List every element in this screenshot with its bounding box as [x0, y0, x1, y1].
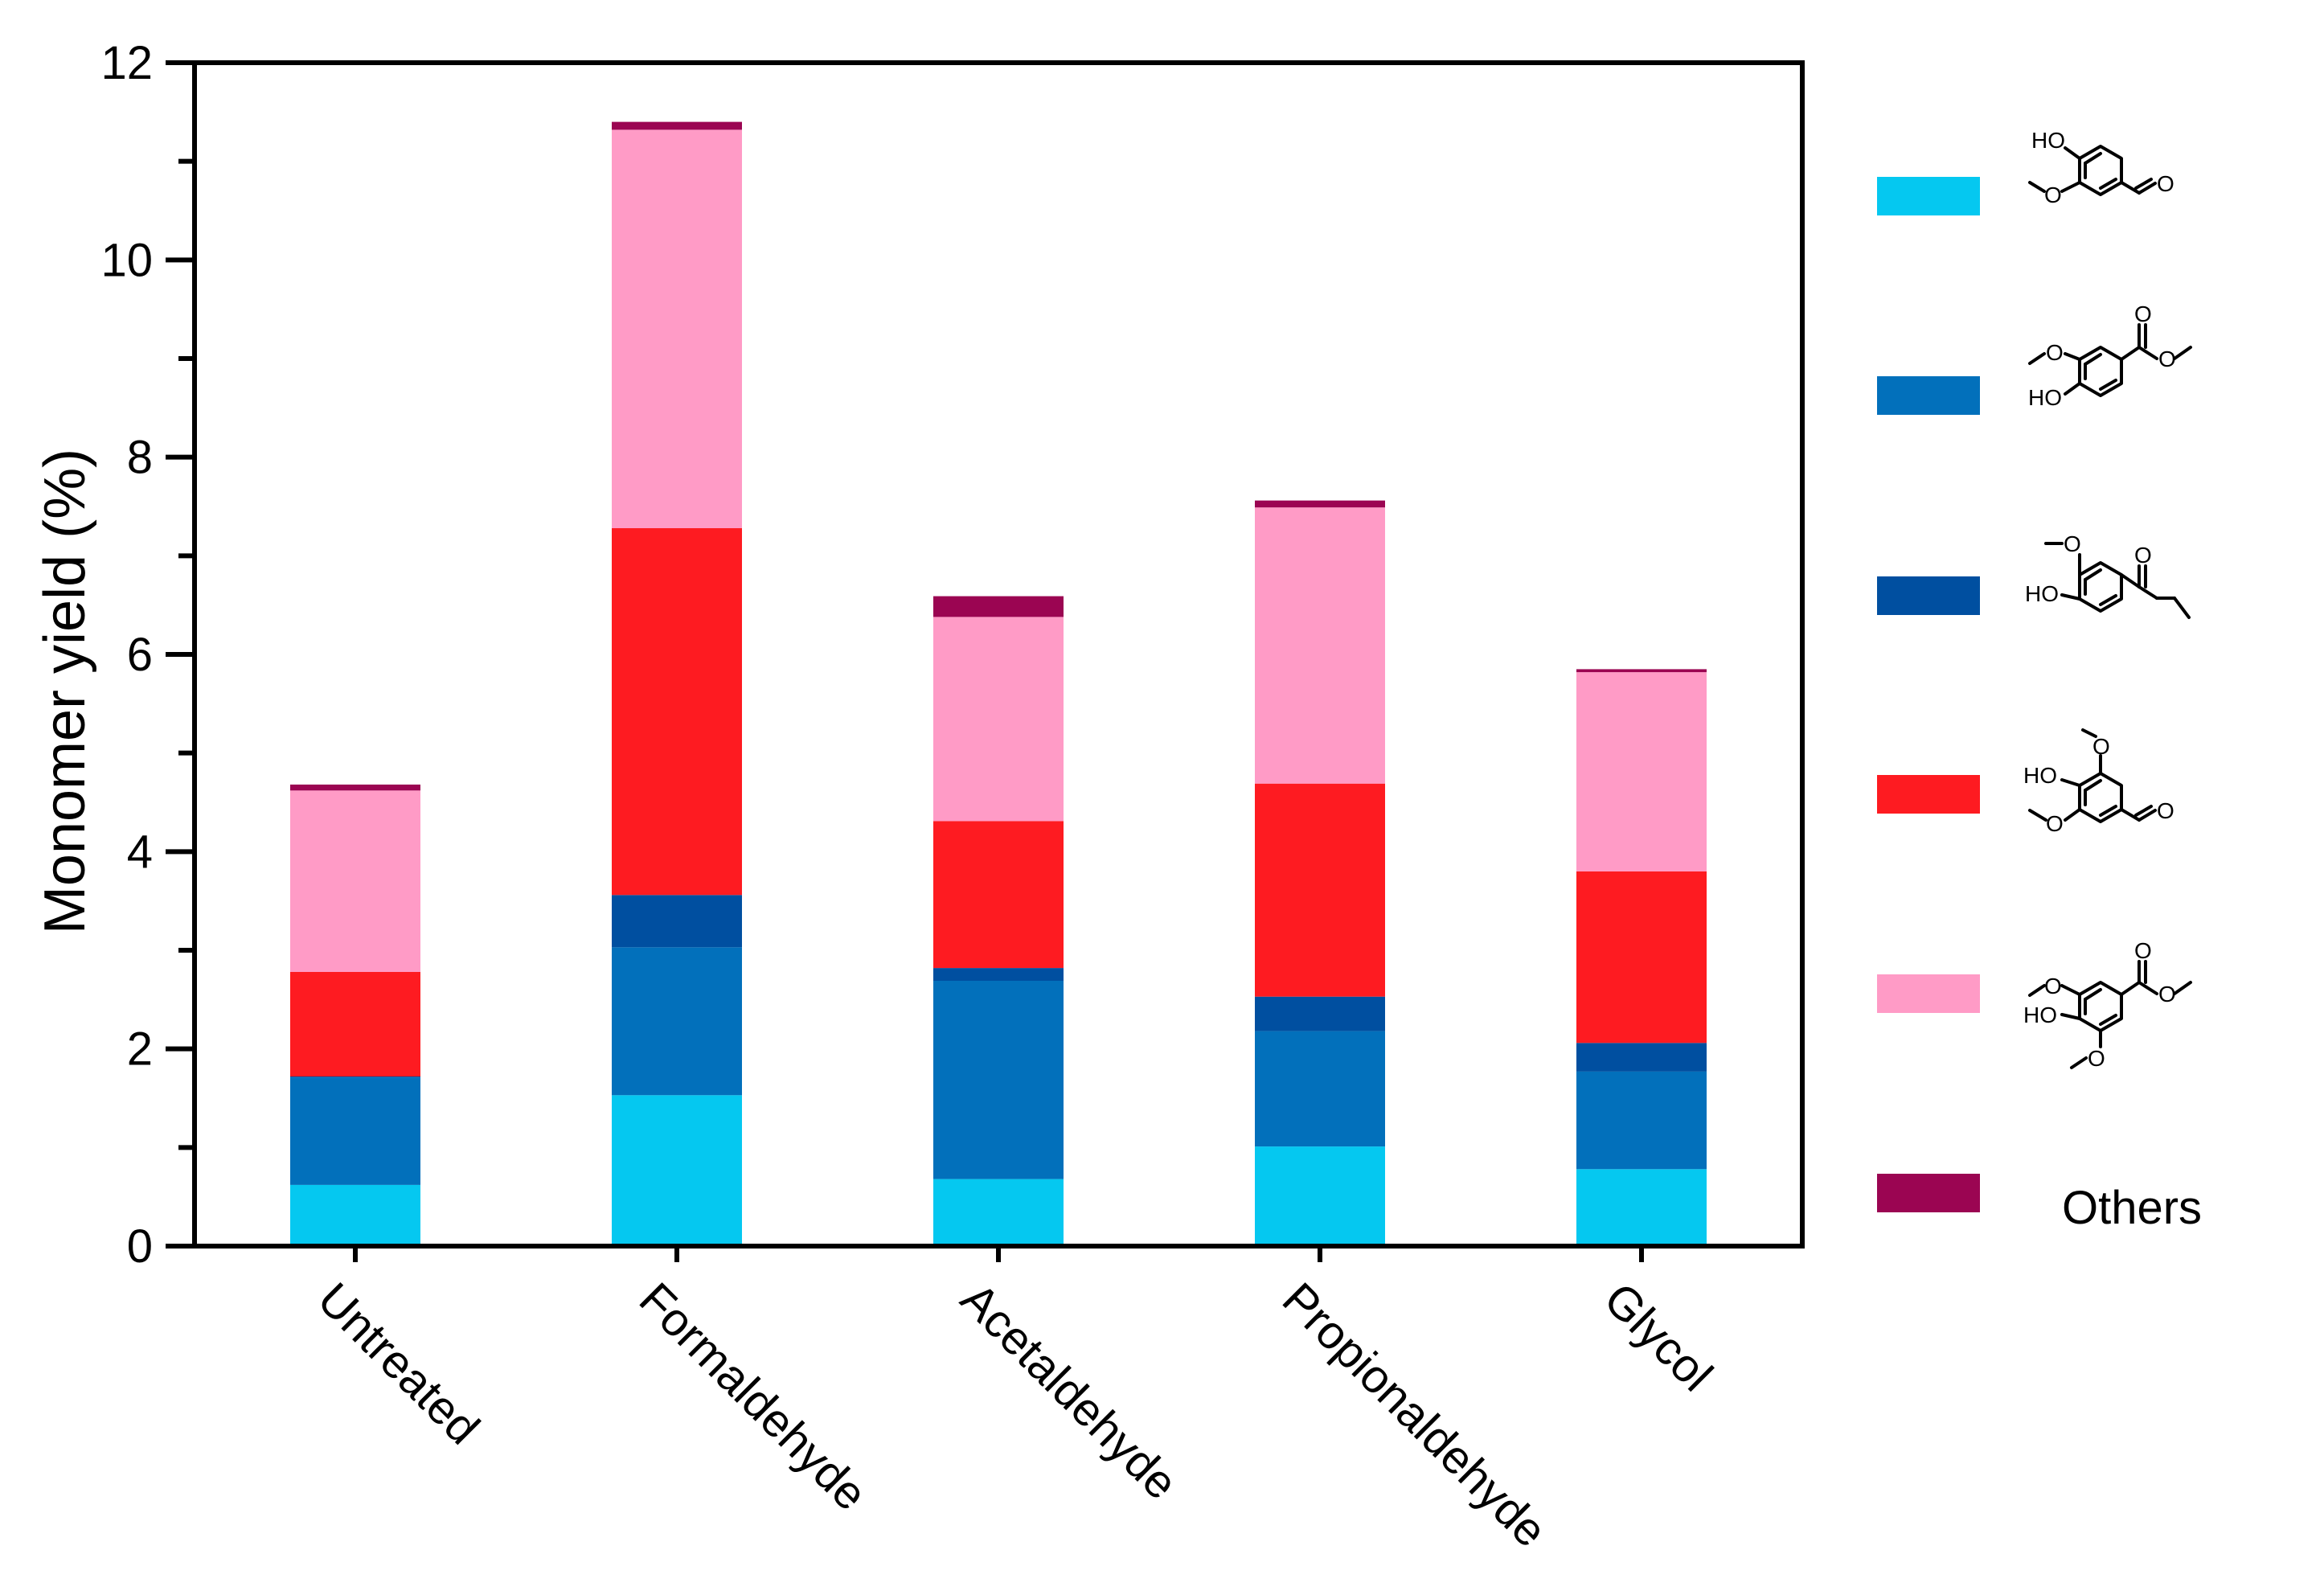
syringaldehyde-atom-label: O: [2092, 734, 2110, 759]
vanillin-atom-label: O: [2157, 171, 2174, 196]
bar-segment: [612, 1095, 742, 1246]
methyl-syringate-atom-label: O: [2088, 1046, 2105, 1071]
y-tick-label: 0: [127, 1220, 153, 1273]
syringaldehyde-structure-icon: O HO O O: [2023, 728, 2174, 836]
bar-segment: [933, 596, 1064, 617]
bar-segment: [612, 528, 742, 896]
bars-layer: [290, 121, 1707, 1246]
y-tick-label: 6: [127, 629, 153, 681]
bar-segment: [290, 1077, 420, 1185]
bar-segment: [1255, 783, 1385, 997]
bar-segment: [290, 784, 420, 791]
butyrovanillone-atom-label: O: [2134, 543, 2152, 568]
legend-swatch-butyrovanillone: [1877, 576, 1980, 615]
butyrovanillone-atom-label: HO: [2025, 581, 2059, 606]
vanillin-atom-label: HO: [2031, 128, 2065, 153]
butyrovanillone-structure-icon: O HO O: [2025, 531, 2191, 619]
methyl-syringate-atom-label: O: [2134, 938, 2152, 963]
legend-swatch-methyl-syringate: [1877, 974, 1980, 1013]
bar-segment: [612, 895, 742, 948]
bar-segment: [1576, 669, 1707, 673]
bar-segment: [1255, 1146, 1385, 1246]
bar-segment: [290, 972, 420, 1076]
bar-segment: [933, 968, 1064, 981]
bar-segment: [1576, 1169, 1707, 1246]
bar-segment: [1576, 1071, 1707, 1170]
bar-segment: [1576, 1043, 1707, 1072]
legend-swatch-vanillin: [1877, 177, 1980, 215]
legend: HO O O O HO O O: [1877, 128, 2202, 1234]
bar-segment: [933, 821, 1064, 969]
butyrovanillone-atom-label: O: [2064, 531, 2081, 556]
y-axis-title: Monomer yield (%): [33, 449, 97, 934]
vanillin-structure-icon: HO O O: [2028, 128, 2174, 207]
methyl-vanillate-atom-label: O: [2134, 301, 2152, 326]
bar-segment: [1255, 500, 1385, 508]
legend-swatch-others: [1877, 1174, 1980, 1212]
methyl-syringate-atom-label: O: [2158, 982, 2176, 1007]
bar-segment: [1255, 507, 1385, 784]
methyl-syringate-structure-icon: O HO O O O: [2023, 938, 2192, 1071]
bar-segment: [1255, 996, 1385, 1031]
syringaldehyde-atom-label: O: [2157, 798, 2174, 823]
legend-label-others: Others: [2062, 1182, 2202, 1234]
methyl-syringate-atom-label: HO: [2023, 1003, 2057, 1027]
y-tick-label: 10: [100, 234, 153, 286]
bar-segment: [1255, 1031, 1385, 1147]
y-tick-label: 4: [127, 826, 153, 878]
y-tick-label: 8: [127, 432, 153, 484]
methyl-vanillate-atom-label: HO: [2028, 385, 2062, 410]
syringaldehyde-atom-label: O: [2046, 811, 2064, 836]
bar-segment: [933, 1179, 1064, 1246]
bar-segment: [612, 947, 742, 1096]
legend-swatch-methyl-vanillate: [1877, 376, 1980, 415]
syringaldehyde-atom-label: HO: [2023, 763, 2057, 788]
bar-segment: [290, 1076, 420, 1078]
vanillin-atom-label: O: [2044, 182, 2062, 207]
bar-segment: [933, 617, 1064, 822]
y-tick-label: 12: [100, 37, 153, 89]
bar-segment: [1576, 871, 1707, 1044]
bar-segment: [290, 790, 420, 972]
bar-segment: [612, 121, 742, 130]
methyl-vanillate-atom-label: O: [2046, 340, 2064, 365]
methyl-syringate-atom-label: O: [2044, 974, 2062, 998]
bar-segment: [1576, 672, 1707, 871]
methyl-vanillate-atom-label: O: [2158, 346, 2176, 371]
legend-swatch-syringaldehyde: [1877, 775, 1980, 814]
y-axis-ticks: 0 2 4 6 8 10 12: [100, 37, 195, 1273]
y-tick-label: 2: [127, 1023, 153, 1076]
bar-segment: [612, 129, 742, 528]
methyl-vanillate-structure-icon: O HO O O: [2028, 301, 2192, 410]
bar-segment: [290, 1184, 420, 1246]
bar-segment: [933, 981, 1064, 1179]
